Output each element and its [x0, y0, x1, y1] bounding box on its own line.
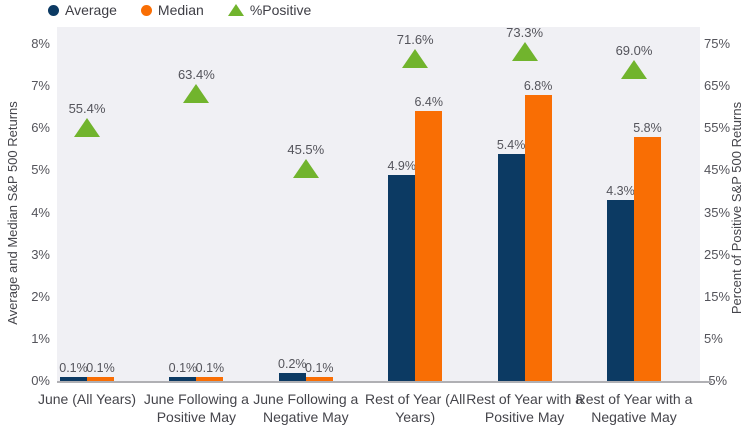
left-tick-label: 2% [31, 288, 50, 304]
category-label: June Following a Negative May [253, 391, 359, 425]
bar-label-average: 4.9% [387, 158, 416, 173]
right-tick-label: 5% [704, 330, 723, 346]
left-tick-label: 3% [31, 246, 50, 262]
right-tick-label: 45% [704, 162, 731, 178]
category-label: Rest of Year with a Positive May [466, 391, 583, 425]
bar-label-average: 5.4% [496, 137, 526, 152]
bar-average [497, 153, 525, 381]
bar-average [169, 376, 197, 381]
bar-median [634, 136, 661, 381]
right-tick-label: 15% [704, 288, 731, 304]
average-circle-icon [48, 4, 59, 16]
bar-average [60, 376, 87, 381]
median-circle-icon [140, 4, 152, 16]
right-tick-label: 75% [704, 36, 731, 51]
bar-median [305, 376, 333, 381]
left-tick-label: 0% [31, 373, 50, 388]
bar-median [196, 376, 224, 381]
bar-label-median: 6.4% [414, 95, 443, 110]
legend-label-average: Average [65, 2, 117, 18]
left-tick-label: 4% [31, 204, 50, 220]
positive-triangle-marker [621, 60, 647, 80]
positive-label: 55.4% [68, 100, 106, 116]
positive-label: 69.0% [615, 43, 653, 59]
category-label: Rest of Year (All Years) [364, 391, 466, 425]
bar-average [388, 174, 416, 381]
left-tick-label: 7% [31, 78, 50, 94]
right-tick-label: 65% [704, 78, 731, 94]
bar-label-median: 0.1% [86, 360, 115, 375]
plot-area [57, 27, 700, 383]
right-tick-label: 55% [704, 120, 731, 136]
bar-label-median: 5.8% [633, 120, 662, 135]
left-tick-label: 6% [31, 120, 50, 136]
positive-triangle-marker [183, 83, 210, 103]
bar-average [278, 372, 306, 381]
bar-median [415, 111, 443, 381]
positive-triangle-icon [227, 4, 244, 16]
positive-label: 73.3% [506, 25, 544, 41]
positive-label: 71.6% [396, 32, 434, 48]
bar-label-median: 0.1% [195, 360, 225, 375]
positive-label: 63.4% [177, 66, 215, 82]
bar-label-median: 0.1% [305, 360, 334, 375]
positive-triangle-marker [511, 42, 538, 62]
left-tick-label: 1% [31, 330, 50, 346]
legend-label-median: Median [157, 2, 204, 18]
right-tick-label: 35% [704, 204, 731, 220]
bar-label-average: 4.3% [606, 183, 635, 198]
positive-triangle-marker [402, 49, 429, 69]
right-tick-label: 25% [704, 246, 731, 262]
bar-average [607, 199, 634, 381]
legend-item-average: Average [48, 2, 117, 18]
x-axis-baseline [57, 381, 712, 383]
positive-triangle-marker [292, 159, 319, 179]
category-label: June (All Years) [37, 391, 137, 407]
positive-label: 45.5% [287, 142, 325, 158]
category-label: June Following a Positive May [143, 391, 249, 425]
bar-label-average: 0.1% [168, 360, 198, 375]
bar-label-average: 0.1% [59, 360, 88, 375]
legend-item-positive: %Positive [227, 2, 312, 18]
left-tick-label: 5% [31, 162, 50, 178]
bar-label-average: 0.2% [278, 356, 307, 371]
legend: Average Median %Positive [48, 1, 311, 19]
bar-median [524, 94, 552, 381]
legend-label-positive: %Positive [249, 2, 312, 18]
left-tick-label: 8% [31, 36, 50, 51]
positive-triangle-marker [74, 117, 100, 137]
legend-item-median: Median [140, 2, 204, 18]
right-tick-label: -5% [704, 373, 728, 388]
bar-median [87, 376, 114, 381]
category-label: Rest of Year with a Negative May [575, 391, 693, 425]
bar-label-median: 6.8% [523, 78, 553, 93]
